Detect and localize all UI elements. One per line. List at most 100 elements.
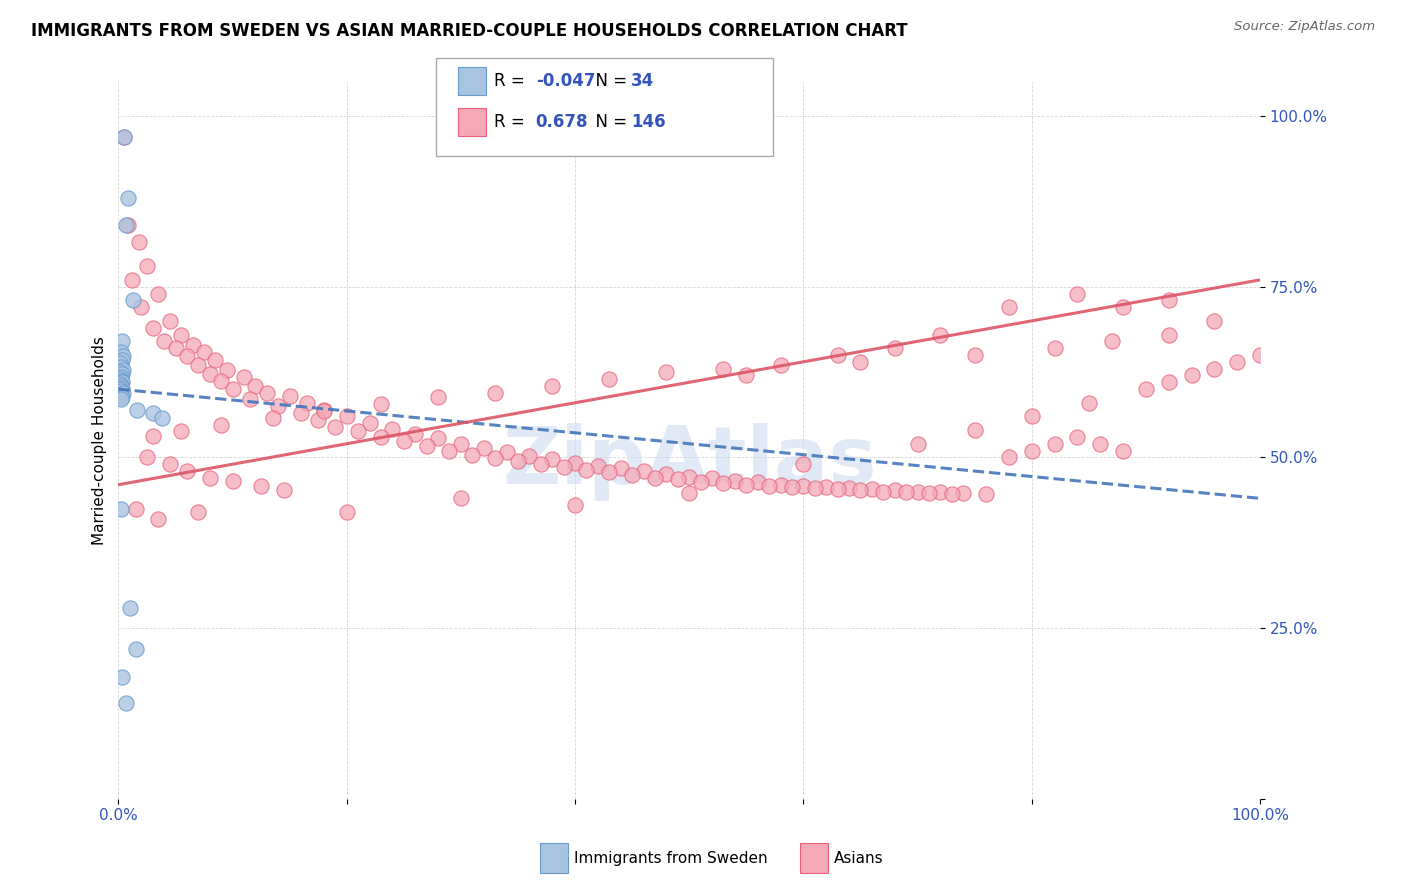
Point	[1204, 361, 1226, 376]
Point	[359, 417, 381, 431]
Point	[1204, 314, 1226, 328]
Point	[165, 341, 187, 355]
Point	[506, 454, 529, 468]
Point	[907, 484, 929, 499]
Point	[307, 413, 329, 427]
Point	[125, 402, 148, 417]
Point	[122, 293, 145, 308]
Point	[1088, 436, 1111, 450]
Point	[724, 474, 747, 488]
Text: 34: 34	[631, 72, 655, 90]
Point	[187, 358, 209, 372]
Point	[112, 129, 135, 144]
Point	[644, 471, 666, 485]
Point	[1157, 376, 1180, 390]
Point	[256, 385, 278, 400]
Point	[221, 475, 243, 489]
Text: Immigrants from Sweden: Immigrants from Sweden	[574, 851, 768, 865]
Point	[1021, 443, 1043, 458]
Point	[129, 300, 152, 314]
Point	[472, 441, 495, 455]
Point	[108, 377, 131, 392]
Point	[735, 477, 758, 491]
Point	[1112, 443, 1135, 458]
Point	[894, 485, 917, 500]
Point	[838, 481, 860, 495]
Text: N =: N =	[585, 72, 633, 90]
Point	[633, 464, 655, 478]
Point	[1157, 293, 1180, 308]
Point	[450, 436, 472, 450]
Point	[541, 452, 564, 467]
Point	[110, 374, 132, 388]
Point	[115, 219, 138, 233]
Point	[769, 358, 792, 372]
Point	[621, 468, 644, 483]
Point	[553, 459, 575, 474]
Point	[111, 363, 134, 377]
Point	[678, 486, 700, 500]
Point	[112, 129, 135, 144]
Point	[1077, 396, 1099, 410]
Point	[792, 479, 814, 493]
Y-axis label: Married-couple Households: Married-couple Households	[93, 336, 107, 545]
Point	[1157, 327, 1180, 342]
Point	[108, 388, 131, 402]
Text: -0.047: -0.047	[536, 72, 595, 90]
Point	[918, 486, 941, 500]
Point	[370, 397, 392, 411]
Point	[118, 600, 141, 615]
Point	[209, 374, 232, 388]
Point	[598, 372, 620, 386]
Point	[181, 337, 204, 351]
Point	[290, 406, 312, 420]
Point	[209, 417, 232, 432]
Point	[815, 480, 838, 494]
Point	[117, 191, 139, 205]
Point	[609, 461, 631, 475]
Point	[124, 641, 146, 656]
Point	[700, 471, 723, 485]
Point	[111, 670, 134, 684]
Point	[142, 320, 165, 334]
Point	[148, 512, 170, 526]
Point	[792, 457, 814, 471]
Point	[530, 457, 553, 471]
Point	[110, 378, 132, 392]
Point	[111, 381, 134, 395]
Text: 146: 146	[631, 113, 666, 131]
Point	[860, 483, 883, 497]
Point	[735, 368, 758, 383]
Point	[381, 422, 404, 436]
Point	[747, 475, 769, 489]
Point	[1043, 341, 1066, 355]
Point	[108, 365, 131, 379]
Text: Asians: Asians	[834, 851, 883, 865]
Point	[108, 356, 131, 370]
Point	[883, 483, 905, 498]
Point	[484, 451, 506, 466]
Point	[159, 457, 181, 471]
Point	[336, 505, 359, 519]
Point	[963, 348, 986, 362]
Point	[713, 476, 735, 491]
Point	[827, 348, 849, 362]
Point	[769, 477, 792, 491]
Point	[110, 501, 132, 516]
Point	[111, 353, 134, 368]
Point	[1249, 348, 1271, 362]
Point	[347, 425, 370, 439]
Point	[198, 471, 221, 485]
Point	[941, 486, 963, 500]
Point	[117, 219, 139, 233]
Point	[336, 409, 359, 424]
Text: R =: R =	[494, 113, 534, 131]
Point	[159, 314, 181, 328]
Point	[952, 486, 974, 500]
Point	[215, 363, 238, 377]
Point	[598, 466, 620, 480]
Point	[245, 378, 267, 392]
Point	[110, 344, 132, 359]
Point	[111, 390, 134, 404]
Point	[495, 445, 517, 459]
